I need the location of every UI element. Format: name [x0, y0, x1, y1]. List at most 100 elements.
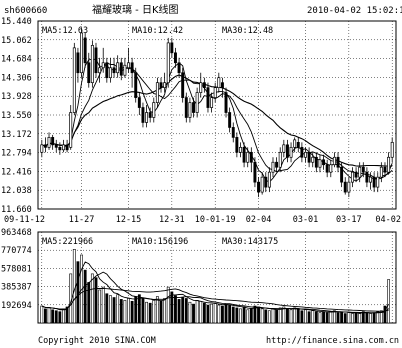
- volume-bar: [224, 303, 228, 324]
- volume-bar: [318, 312, 322, 324]
- candle-body: [163, 82, 167, 88]
- volume-bar: [365, 312, 369, 324]
- volume-bar: [322, 311, 325, 324]
- candle: [62, 139, 65, 153]
- candle: [101, 47, 105, 73]
- candle: [94, 42, 98, 78]
- volume-bar: [83, 269, 87, 324]
- candle-body: [210, 97, 214, 108]
- candle: [76, 47, 80, 83]
- candle-body: [137, 97, 141, 108]
- price-tick-label: 13.172: [1, 130, 32, 140]
- candle-body: [170, 42, 174, 54]
- candle-body: [358, 166, 362, 178]
- legend-ma10: MA10:12.42: [132, 26, 183, 36]
- candle-body: [213, 87, 217, 98]
- candle: [134, 67, 138, 103]
- candle: [90, 40, 94, 88]
- candle: [325, 159, 329, 178]
- candle-body: [202, 82, 206, 88]
- price-tick-label: 13.928: [1, 92, 32, 102]
- volume-bar: [383, 305, 387, 324]
- volume-tick-label: 385387: [1, 283, 32, 293]
- candle-body: [134, 72, 138, 98]
- candle: [69, 105, 73, 150]
- volume-bar: [242, 306, 246, 324]
- volume-bar: [177, 299, 181, 324]
- volume-bar: [166, 286, 170, 324]
- candle-body: [224, 92, 228, 113]
- candle: [242, 142, 246, 168]
- candle-body: [116, 62, 120, 74]
- volume-bar: [170, 291, 174, 324]
- candle: [275, 157, 279, 173]
- candle: [148, 107, 152, 123]
- candle-body: [87, 62, 91, 84]
- candle-body: [188, 102, 192, 118]
- candle: [253, 157, 257, 188]
- candle: [195, 87, 199, 118]
- candle: [181, 67, 185, 103]
- candle: [260, 172, 264, 195]
- volume-tick-label: 578081: [1, 264, 32, 274]
- candle-body: [166, 42, 170, 84]
- candle: [264, 172, 268, 193]
- candle-body: [390, 142, 394, 158]
- candle-body: [307, 151, 311, 163]
- volume-bar: [293, 307, 297, 324]
- moving-average-lines: [41, 58, 393, 183]
- candle: [390, 137, 394, 163]
- candle: [271, 157, 275, 178]
- candle: [130, 57, 134, 88]
- candle-body: [148, 112, 152, 118]
- candle-body: [181, 72, 185, 98]
- candle-body: [383, 166, 387, 173]
- candle: [318, 154, 322, 173]
- candle: [58, 142, 62, 155]
- price-tick-label: 14.684: [1, 55, 32, 65]
- candle: [163, 72, 167, 93]
- candle-body: [365, 171, 369, 183]
- volume-legend-ma5: MA5:221966: [42, 237, 93, 247]
- candle: [98, 57, 102, 83]
- candle-body: [361, 166, 365, 173]
- candle-body: [325, 164, 329, 173]
- price-tick-label: 15.062: [1, 36, 32, 46]
- volume-bar: [332, 310, 336, 324]
- volume-bar: [206, 304, 210, 324]
- volume-bar: [369, 313, 372, 324]
- volume-bar: [387, 279, 391, 324]
- volume-tick-label: 963468: [1, 228, 32, 238]
- source-url[interactable]: http://finance.sina.com.cn: [266, 336, 399, 346]
- candle: [235, 132, 239, 158]
- candle-body: [108, 67, 112, 79]
- volume-bar: [264, 309, 268, 324]
- candle: [177, 57, 181, 78]
- candle: [300, 142, 304, 163]
- volume-bar: [228, 304, 232, 324]
- volume-bar: [137, 294, 141, 324]
- volume-bar: [282, 306, 286, 324]
- volume-bar: [271, 308, 275, 324]
- volume-bar: [217, 304, 221, 324]
- volume-bar: [159, 300, 163, 324]
- volume-bar: [235, 307, 239, 324]
- candle: [220, 77, 224, 98]
- date-tick-label: 03-17: [336, 215, 362, 225]
- candle: [296, 137, 300, 153]
- candle-body: [271, 161, 275, 173]
- candle-body: [260, 176, 264, 193]
- candle-body: [127, 62, 130, 69]
- candle-body: [54, 144, 58, 148]
- volume-bar: [249, 308, 253, 324]
- candle: [289, 142, 293, 163]
- volume-bar: [90, 273, 94, 324]
- candle-body: [105, 62, 109, 79]
- candle: [224, 87, 228, 118]
- date-tick-label: 09-11-12: [4, 215, 45, 225]
- candle-body: [257, 181, 261, 193]
- volume-bar: [231, 306, 235, 324]
- candle-body: [332, 156, 336, 166]
- candle: [347, 177, 351, 198]
- volume-bar: [155, 296, 159, 324]
